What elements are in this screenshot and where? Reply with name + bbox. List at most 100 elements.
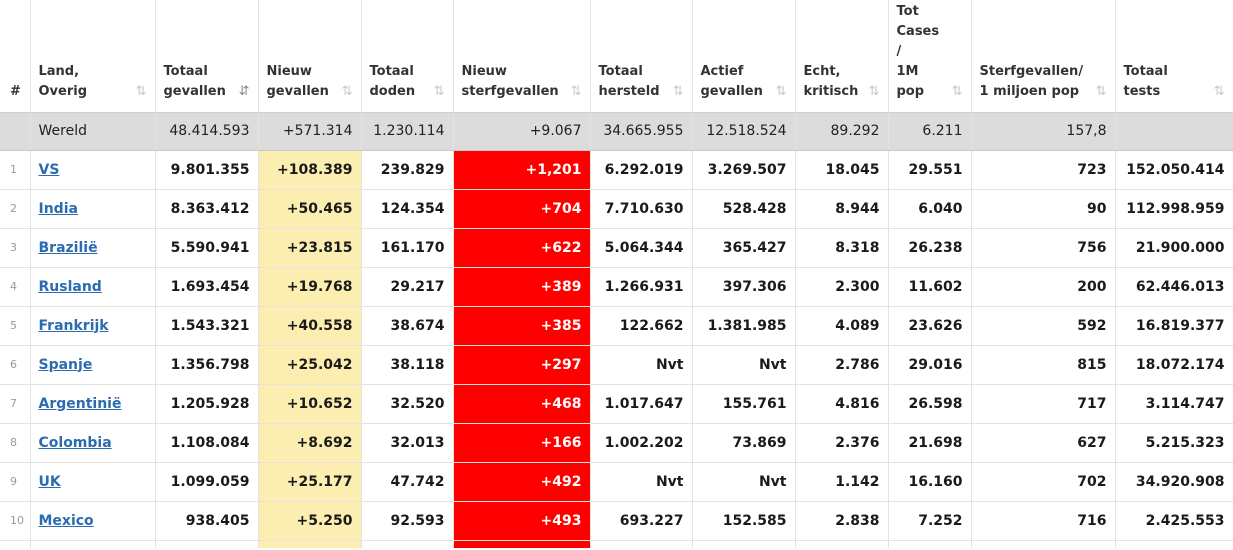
total-recovered-cell: 122.662 (590, 306, 693, 346)
country-link[interactable]: Brazilië (38, 239, 98, 256)
new-deaths-cell: +389 (453, 267, 591, 307)
country-link[interactable]: India (38, 200, 78, 217)
total-tests-cell: 16.819.377 (1115, 306, 1233, 346)
total-recovered-cell: 5.064.344 (590, 228, 693, 268)
active-cases-cell: 528.428 (692, 189, 796, 229)
deaths-per-1m-cell: 702 (971, 462, 1116, 502)
deaths-per-1m-cell: 592 (971, 306, 1116, 346)
new-deaths-cell: +622 (453, 228, 591, 268)
country-link[interactable]: Argentinië (38, 395, 122, 412)
country-link[interactable]: Spanje (38, 356, 93, 373)
total-deaths-cell: 161.170 (361, 228, 454, 268)
sort-icon[interactable]: ⇅ (868, 83, 880, 99)
col-header-label: Totaal tests (1123, 63, 1168, 99)
country-link[interactable]: Mexico (38, 512, 94, 529)
new-cases-cell: +25.177 (258, 462, 362, 502)
deaths-per-1m-cell: 90 (971, 189, 1116, 229)
country-link[interactable]: Rusland (38, 278, 102, 295)
partial-cell (30, 540, 156, 548)
country-link[interactable]: Colombia (38, 434, 112, 451)
total-deaths-cell: 47.742 (361, 462, 454, 502)
sort-icon[interactable]: ⇅ (135, 83, 147, 99)
partial-cell (453, 540, 591, 548)
col-header-new-cases[interactable]: Nieuw gevallen ⇅ (258, 0, 362, 113)
world-new-cases: +571.314 (258, 112, 362, 151)
new-deaths-cell: +492 (453, 462, 591, 502)
cases-per-1m-cell: 26.238 (888, 228, 972, 268)
active-cases-cell: 1.381.985 (692, 306, 796, 346)
partial-cell (692, 540, 796, 548)
col-header-critical[interactable]: Echt, kritisch ⇅ (795, 0, 889, 113)
sort-icon[interactable]: ⇅ (672, 83, 684, 99)
table-row: 2 India 8.363.412 +50.465 124.354 +704 7.710.6… (0, 189, 1233, 229)
col-header-country[interactable]: Land, Overig ⇅ (30, 0, 156, 113)
total-deaths-cell: 32.013 (361, 423, 454, 463)
deaths-per-1m-cell: 723 (971, 150, 1116, 190)
col-header-new-deaths[interactable]: Nieuw sterfgevallen ⇅ (453, 0, 591, 113)
country-cell: Mexico (30, 501, 156, 541)
total-cases-cell: 1.693.454 (155, 267, 259, 307)
col-header-deaths-per-1m[interactable]: Sterfgevallen/ 1 miljoen pop ⇅ (971, 0, 1116, 113)
sort-icon[interactable]: ⇅ (433, 83, 445, 99)
critical-cell: 4.089 (795, 306, 889, 346)
cases-per-1m-cell: 16.160 (888, 462, 972, 502)
active-cases-cell: Nvt (692, 462, 796, 502)
country-cell: Spanje (30, 345, 156, 385)
total-cases-cell: 1.108.084 (155, 423, 259, 463)
col-header-rank[interactable]: # (0, 0, 31, 113)
world-cases-per-1m: 6.211 (888, 112, 972, 151)
total-cases-cell: 1.543.321 (155, 306, 259, 346)
country-cell: UK (30, 462, 156, 502)
deaths-per-1m-cell: 815 (971, 345, 1116, 385)
col-header-total-tests[interactable]: Totaal tests ⇅ (1115, 0, 1233, 113)
table-row: 3 Brazilië 5.590.941 +23.815 161.170 +622 5.06… (0, 228, 1233, 268)
col-header-label: Tot Cases / 1M pop (896, 3, 940, 99)
new-cases-cell: +23.815 (258, 228, 362, 268)
country-link[interactable]: VS (38, 161, 60, 178)
rank-cell: 8 (0, 423, 31, 463)
col-header-label: Sterfgevallen/ 1 miljoen pop (979, 63, 1084, 99)
total-tests-cell: 152.050.414 (1115, 150, 1233, 190)
deaths-per-1m-cell: 627 (971, 423, 1116, 463)
country-cell: Frankrijk (30, 306, 156, 346)
total-recovered-cell: 7.710.630 (590, 189, 693, 229)
total-cases-cell: 938.405 (155, 501, 259, 541)
col-header-total-cases[interactable]: Totaal gevallen ⇵ (155, 0, 259, 113)
sort-icon[interactable]: ⇅ (951, 83, 963, 99)
cases-per-1m-cell: 29.551 (888, 150, 972, 190)
country-link[interactable]: UK (38, 473, 61, 490)
sort-icon[interactable]: ⇅ (775, 83, 787, 99)
col-header-active-cases[interactable]: Actief gevallen ⇅ (692, 0, 796, 113)
total-cases-cell: 5.590.941 (155, 228, 259, 268)
country-cell: Brazilië (30, 228, 156, 268)
col-header-total-deaths[interactable]: Totaal doden ⇅ (361, 0, 454, 113)
rank-cell: 3 (0, 228, 31, 268)
new-cases-cell: +50.465 (258, 189, 362, 229)
cases-per-1m-cell: 6.040 (888, 189, 972, 229)
sort-icon[interactable]: ⇅ (570, 83, 582, 99)
col-header-label: Actief gevallen (700, 63, 763, 99)
partial-cell (1115, 540, 1233, 548)
total-cases-cell: 1.099.059 (155, 462, 259, 502)
total-recovered-cell: 1.002.202 (590, 423, 693, 463)
sort-icon[interactable]: ⇅ (1213, 83, 1225, 99)
world-active-cases: 12.518.524 (692, 112, 796, 151)
sort-icon[interactable]: ⇅ (341, 83, 353, 99)
col-header-label: Totaal doden (369, 63, 416, 99)
country-cell: VS (30, 150, 156, 190)
col-header-cases-per-1m[interactable]: Tot Cases / 1M pop ⇅ (888, 0, 972, 113)
sort-desc-icon[interactable]: ⇵ (238, 83, 250, 99)
total-deaths-cell: 38.674 (361, 306, 454, 346)
total-tests-cell: 34.920.908 (1115, 462, 1233, 502)
col-header-label: Totaal hersteld (598, 63, 660, 99)
active-cases-cell: Nvt (692, 345, 796, 385)
rank-cell: 10 (0, 501, 31, 541)
critical-cell: 8.318 (795, 228, 889, 268)
sort-icon[interactable]: ⇅ (1095, 83, 1107, 99)
country-link[interactable]: Frankrijk (38, 317, 109, 334)
cases-per-1m-cell: 26.598 (888, 384, 972, 424)
col-header-total-recovered[interactable]: Totaal hersteld ⇅ (590, 0, 693, 113)
partial-cell (795, 540, 889, 548)
total-tests-cell: 3.114.747 (1115, 384, 1233, 424)
